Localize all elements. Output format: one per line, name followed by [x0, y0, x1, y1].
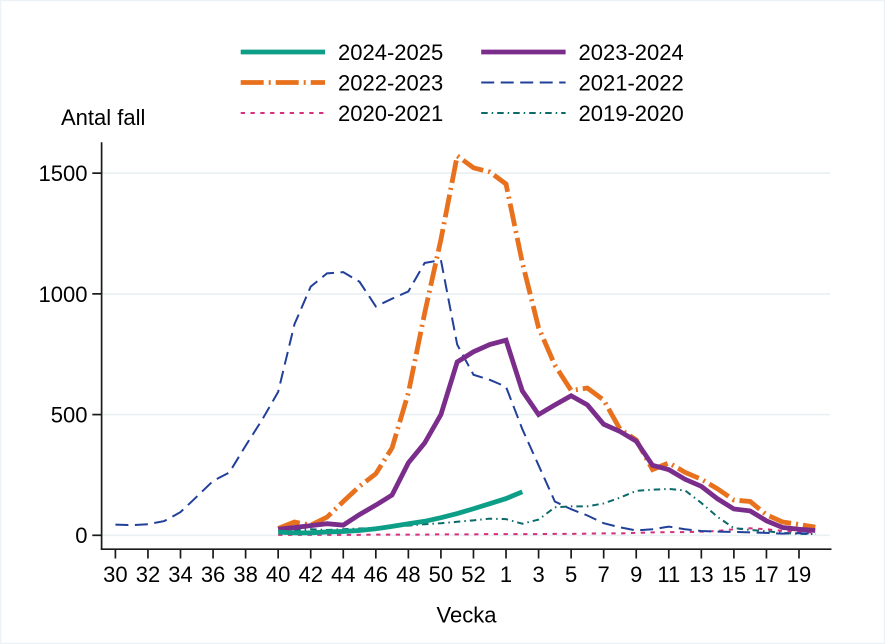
svg-text:52: 52 [461, 562, 485, 587]
svg-text:48: 48 [396, 562, 420, 587]
svg-text:19: 19 [787, 562, 811, 587]
svg-text:11: 11 [657, 562, 680, 587]
svg-text:32: 32 [136, 562, 160, 587]
svg-text:Antal fall: Antal fall [61, 105, 145, 130]
svg-text:2019-2020: 2019-2020 [579, 101, 684, 126]
svg-text:2024-2025: 2024-2025 [338, 40, 443, 65]
svg-text:46: 46 [364, 562, 388, 587]
svg-text:2022-2023: 2022-2023 [338, 70, 443, 95]
svg-text:15: 15 [722, 562, 746, 587]
svg-text:44: 44 [331, 562, 355, 587]
svg-text:7: 7 [598, 562, 610, 587]
svg-text:500: 500 [51, 402, 88, 427]
svg-text:17: 17 [754, 562, 778, 587]
svg-text:13: 13 [689, 562, 713, 587]
svg-text:2023-2024: 2023-2024 [579, 40, 684, 65]
svg-text:38: 38 [233, 562, 257, 587]
svg-text:5: 5 [565, 562, 577, 587]
svg-text:2021-2022: 2021-2022 [579, 70, 684, 95]
svg-text:30: 30 [103, 562, 127, 587]
svg-text:42: 42 [298, 562, 322, 587]
svg-text:9: 9 [630, 562, 642, 587]
svg-text:1500: 1500 [39, 161, 88, 186]
svg-text:1: 1 [500, 562, 512, 587]
svg-text:50: 50 [429, 562, 453, 587]
svg-text:34: 34 [168, 562, 192, 587]
svg-text:3: 3 [532, 562, 544, 587]
svg-text:1000: 1000 [39, 282, 88, 307]
svg-text:36: 36 [201, 562, 225, 587]
svg-text:2020-2021: 2020-2021 [338, 101, 443, 126]
svg-text:0: 0 [75, 523, 87, 548]
svg-text:Vecka: Vecka [437, 603, 498, 628]
svg-text:40: 40 [266, 562, 290, 587]
